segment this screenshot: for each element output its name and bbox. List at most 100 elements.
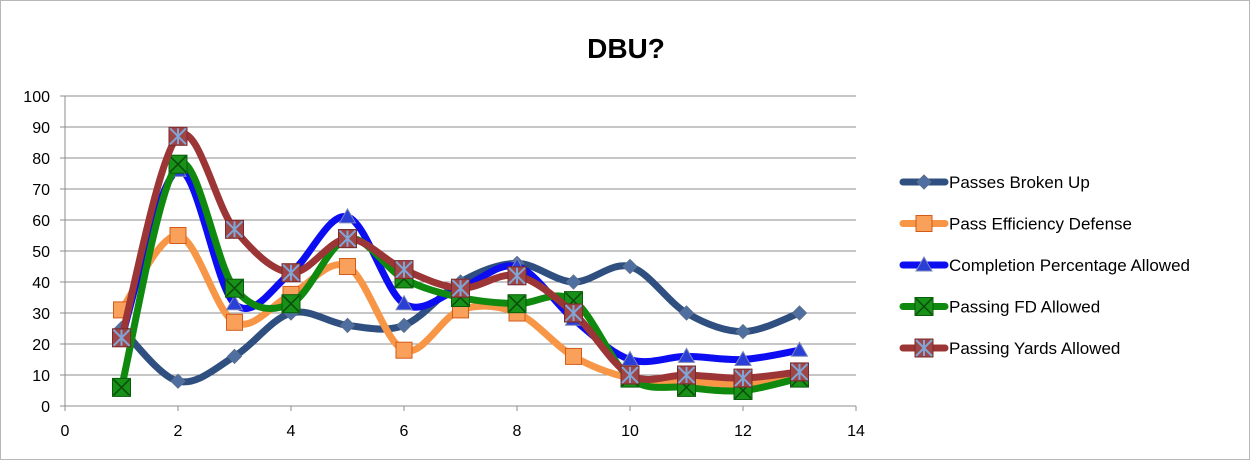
legend-item: Passes Broken Up [899,173,1090,192]
x-tick-label: 6 [400,423,409,440]
x-tick-label: 10 [621,423,639,440]
marker-cross [112,378,131,396]
marker-cross [225,279,244,297]
data-point [678,305,695,321]
data-point [622,258,638,275]
marker-star [169,127,187,146]
series-passing-yards-allowed [112,126,809,388]
marker-star [621,366,639,384]
data-point [339,317,356,334]
y-tick-label: 0 [41,399,50,416]
marker-star [225,220,244,239]
x-tick-label: 12 [734,423,752,440]
x-tick-label: 2 [174,423,183,440]
data-point [168,154,188,174]
marker-star [282,263,300,282]
y-tick-label: 50 [32,244,50,261]
series-line [118,159,803,395]
legend-marker [916,174,932,190]
data-point [112,328,131,348]
axes [60,95,857,411]
data-point [564,303,583,323]
y-tick-label: 30 [32,306,50,323]
y-tick-label: 80 [32,151,50,168]
chart-title: DBU? [587,33,665,64]
marker-cross [915,297,933,316]
legend-label: Passing FD Allowed [949,298,1100,317]
data-point [735,323,751,340]
data-point [790,362,809,382]
data-point [733,368,753,388]
data-point [734,350,752,366]
data-point [395,341,413,359]
data-point [790,341,809,357]
marker-star [395,260,413,279]
data-point [170,373,186,389]
legend-label: Completion Percentage Allowed [949,256,1190,275]
legend-item: Completion Percentage Allowed [899,255,1190,275]
data-point [338,207,357,224]
data-point [225,278,244,298]
data-point [168,126,188,146]
legend-marker [915,255,933,272]
x-tick-label: 14 [847,423,865,440]
x-tick-label: 4 [287,423,296,440]
marker-star [734,369,752,387]
y-tick-label: 90 [32,120,50,137]
data-point [677,347,696,363]
data-point [225,294,244,311]
marker-star [915,339,933,357]
data-point [565,347,582,365]
data-point [281,294,301,314]
legend-marker [915,215,933,232]
data-point [394,260,414,280]
data-point [791,305,808,321]
data-point [451,278,470,298]
y-tick-labels: 0 10 20 30 40 50 60 70 80 90 100 [23,89,50,416]
marker-cross [508,295,526,313]
legend-marker [914,297,934,316]
data-point [396,317,412,334]
legend-item: Passing Yards Allowed [899,338,1120,358]
x-tick-labels: 0 2 4 6 8 10 12 14 [61,423,865,440]
data-point [395,294,413,311]
marker-cross [282,295,300,313]
marker-star [451,279,470,297]
legend-marker [914,338,934,358]
marker-star [508,267,526,285]
legend-item: Pass Efficiency Defense [899,215,1132,234]
data-point [281,263,301,283]
series-line [118,130,803,383]
data-point [338,229,357,249]
y-tick-label: 100 [23,89,50,106]
data-point [112,377,131,397]
y-tick-label: 40 [32,275,50,292]
y-tick-label: 10 [32,368,50,385]
legend-item: Passing FD Allowed [899,297,1100,317]
legend-label: Pass Efficiency Defense [949,215,1132,234]
legend: Passes Broken Up Pass Efficiency Defense C… [899,173,1190,358]
marker-star [112,329,131,347]
marker-star [790,363,809,381]
data-point [677,365,696,385]
legend-label: Passes Broken Up [949,173,1090,192]
data-point [169,227,187,244]
y-tick-label: 20 [32,337,50,354]
data-point [565,274,582,290]
data-point [507,294,527,314]
data-point [507,266,527,286]
marker-star [677,366,696,384]
series-line [118,166,803,366]
y-tick-label: 60 [32,213,50,230]
x-tick-label: 0 [61,423,70,440]
data-point [226,348,243,365]
x-tick-label: 8 [513,423,522,440]
data-point [225,219,244,239]
y-tick-label: 70 [32,182,50,199]
legend-label: Passing Yards Allowed [949,339,1120,358]
data-point [226,313,243,331]
data-point [339,258,356,275]
series-group [112,126,809,400]
data-point [620,365,640,385]
